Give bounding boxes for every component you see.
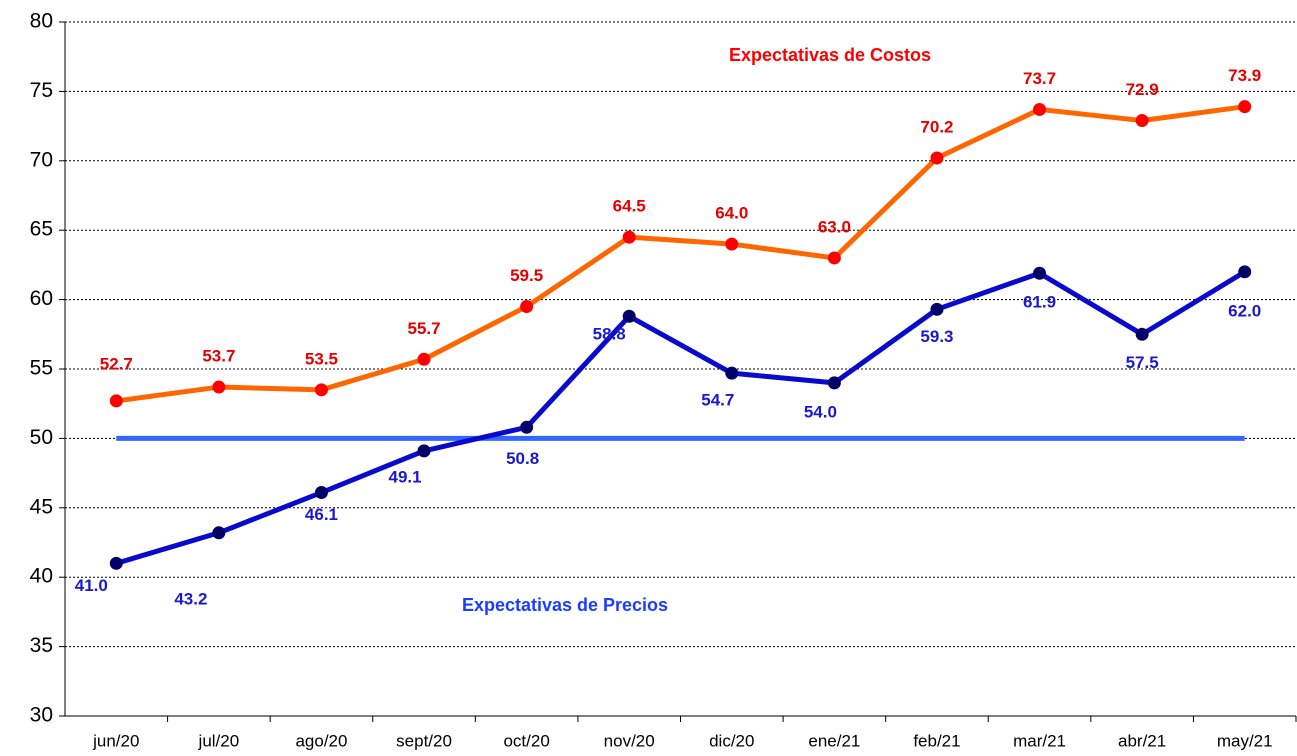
data-label: 70.2 xyxy=(920,118,953,137)
x-tick-label: ene/21 xyxy=(808,731,860,750)
y-tick-label: 60 xyxy=(30,287,53,310)
data-point xyxy=(930,151,944,165)
y-tick-label: 80 xyxy=(30,10,53,33)
data-point xyxy=(417,444,431,458)
y-tick-label: 30 xyxy=(30,704,53,727)
x-tick-label: feb/21 xyxy=(913,731,960,750)
data-label: 58.8 xyxy=(593,325,626,344)
series-label: Expectativas de Precios xyxy=(462,595,668,615)
data-label: 64.5 xyxy=(613,197,646,216)
x-tick-label: oct/20 xyxy=(503,731,549,750)
x-tick-label: nov/20 xyxy=(604,731,655,750)
data-point xyxy=(314,486,328,500)
data-label: 54.0 xyxy=(804,402,837,421)
data-label: 57.5 xyxy=(1126,353,1159,372)
data-label: 50.8 xyxy=(506,449,539,468)
data-point xyxy=(827,376,841,390)
data-label: 52.7 xyxy=(100,354,133,373)
data-point xyxy=(109,394,123,408)
data-label: 64.0 xyxy=(715,204,748,223)
data-point xyxy=(1238,100,1252,114)
data-label: 43.2 xyxy=(174,589,207,608)
data-label: 63.0 xyxy=(818,217,851,236)
y-tick-label: 35 xyxy=(30,634,53,657)
data-point xyxy=(622,309,636,323)
data-point xyxy=(417,352,431,366)
series-label: Expectativas de Costos xyxy=(729,45,931,65)
x-tick-label: ago/20 xyxy=(295,731,347,750)
data-point xyxy=(725,237,739,251)
series-line xyxy=(115,269,1247,566)
y-tick-label: 50 xyxy=(30,426,53,449)
x-tick-label: may/21 xyxy=(1217,731,1273,750)
data-point xyxy=(622,230,636,244)
data-label: 73.9 xyxy=(1228,66,1261,85)
x-tick-label: dic/20 xyxy=(709,731,754,750)
data-point xyxy=(1135,327,1149,341)
data-label: 61.9 xyxy=(1023,293,1056,312)
data-point xyxy=(314,383,328,397)
data-point xyxy=(520,420,534,434)
series-line xyxy=(115,104,1246,404)
data-point xyxy=(725,366,739,380)
y-tick-label: 55 xyxy=(30,357,53,380)
x-tick-label: sept/20 xyxy=(396,731,452,750)
data-label: 59.5 xyxy=(510,266,543,285)
y-tick-label: 40 xyxy=(30,565,53,588)
data-point xyxy=(1238,265,1252,279)
data-label: 72.9 xyxy=(1126,80,1159,99)
data-point xyxy=(827,251,841,265)
data-label: 46.1 xyxy=(305,505,338,524)
data-point xyxy=(520,300,534,314)
data-label: 62.0 xyxy=(1228,301,1261,320)
data-point xyxy=(1135,114,1149,128)
x-tick-label: jun/20 xyxy=(92,731,139,750)
data-label: 49.1 xyxy=(388,467,421,486)
data-label: 55.7 xyxy=(407,319,440,338)
data-label: 73.7 xyxy=(1023,69,1056,88)
data-point xyxy=(109,556,123,570)
x-tick-label: abr/21 xyxy=(1118,731,1166,750)
x-tick-label: jul/20 xyxy=(198,731,240,750)
y-tick-label: 70 xyxy=(30,148,53,171)
data-label: 41.0 xyxy=(75,576,108,595)
data-label: 53.7 xyxy=(202,347,235,366)
y-tick-label: 65 xyxy=(30,218,53,241)
y-tick-label: 45 xyxy=(30,495,53,518)
data-point xyxy=(930,302,944,316)
data-label: 59.3 xyxy=(920,327,953,346)
data-label: 53.5 xyxy=(305,349,338,368)
x-tick-label: mar/21 xyxy=(1013,731,1066,750)
data-point xyxy=(1033,102,1047,116)
data-point xyxy=(212,380,226,394)
y-tick-label: 75 xyxy=(30,79,53,102)
data-point xyxy=(212,526,226,540)
data-point xyxy=(1033,266,1047,280)
data-label: 54.7 xyxy=(701,391,734,410)
